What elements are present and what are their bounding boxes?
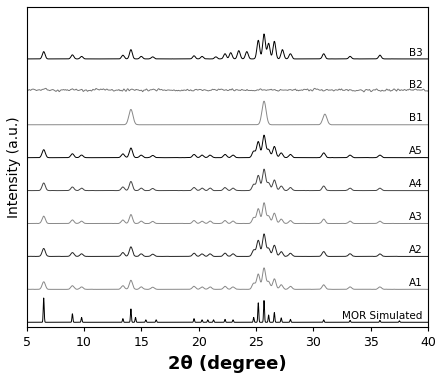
Text: A4: A4: [408, 179, 422, 189]
Text: B2: B2: [408, 81, 422, 90]
Text: A1: A1: [408, 278, 422, 288]
X-axis label: 2θ (degree): 2θ (degree): [168, 355, 287, 373]
Text: A3: A3: [408, 212, 422, 222]
Text: B1: B1: [408, 113, 422, 124]
Text: A2: A2: [408, 245, 422, 255]
Text: B3: B3: [408, 48, 422, 57]
Y-axis label: Intensity (a.u.): Intensity (a.u.): [7, 116, 21, 218]
Text: MOR Simulated: MOR Simulated: [342, 311, 422, 321]
Text: A5: A5: [408, 146, 422, 156]
